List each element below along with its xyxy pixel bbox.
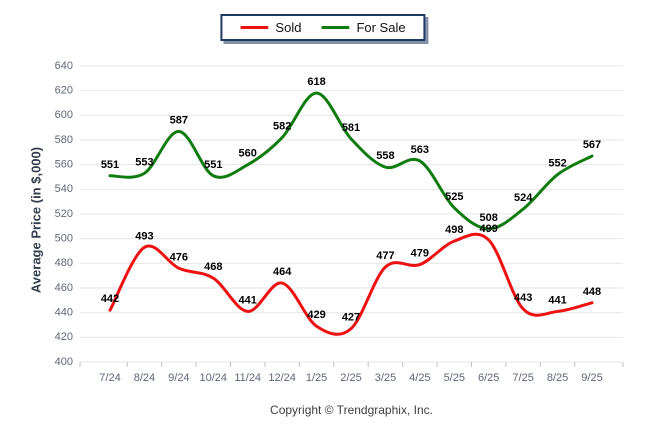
data-label: 464 (273, 266, 292, 278)
data-label: 443 (514, 292, 532, 304)
data-label: 499 (480, 223, 498, 235)
data-label: 581 (342, 122, 360, 134)
data-label: 551 (101, 159, 119, 171)
data-label: 553 (135, 156, 153, 168)
data-labels-sold: 442 493 476 468 441 464 429 427 477 479 498 499 443 4… (101, 223, 601, 324)
x-tick-label: 7/24 (99, 372, 120, 384)
data-label: 479 (411, 248, 429, 260)
legend-item-for-sale: For Sale (321, 20, 406, 35)
gridlines (80, 65, 623, 363)
data-label: 524 (514, 192, 533, 204)
legend-swatch-sold (240, 26, 269, 29)
y-tick-label: 520 (55, 208, 73, 220)
series-line-for-sale (108, 91, 594, 231)
x-tick-label: 12/24 (268, 372, 296, 384)
data-label: 441 (239, 294, 257, 306)
data-label: 508 (480, 212, 498, 224)
x-tick-label: 2/25 (340, 372, 361, 384)
legend-swatch-for-sale (321, 26, 350, 29)
data-labels-for-sale: 551 553 587 551 560 582 618 581 558 563 525 508 524 5… (101, 76, 601, 224)
x-tick-label: 10/24 (200, 372, 228, 384)
data-label: 477 (376, 250, 394, 262)
data-label: 558 (376, 150, 394, 162)
data-label: 429 (307, 309, 325, 321)
y-tick-label: 480 (55, 257, 73, 269)
data-label: 618 (307, 76, 325, 88)
y-tick-label: 540 (55, 183, 73, 195)
x-tick-label: 5/25 (444, 372, 465, 384)
x-tick-label: 8/24 (134, 372, 155, 384)
x-tick-label: 9/24 (168, 372, 189, 384)
data-label: 560 (239, 148, 257, 160)
x-tick-label: 11/24 (234, 372, 261, 384)
data-label: 441 (548, 294, 566, 306)
x-tick-label: 4/25 (409, 372, 430, 384)
x-axis-labels: 7/24 8/24 9/24 10/24 11/24 12/24 1/25 2/25 3/25 4… (99, 372, 602, 384)
y-tick-label: 400 (55, 356, 73, 368)
copyright-text: Copyright © Trendgraphix, Inc. (270, 403, 433, 417)
y-tick-label: 420 (55, 331, 73, 343)
data-label: 587 (170, 114, 188, 126)
y-tick-label: 640 (55, 60, 73, 72)
data-label: 552 (548, 158, 566, 170)
x-tick-label: 9/25 (581, 372, 602, 384)
y-axis-labels: 400 420 440 460 480 500 520 540 560 580 600 620 640 (55, 60, 73, 368)
y-tick-label: 600 (55, 109, 73, 121)
x-tick-label: 6/25 (478, 372, 499, 384)
data-label: 468 (204, 261, 222, 273)
x-tick-label: 8/25 (547, 372, 568, 384)
data-label: 567 (583, 139, 601, 151)
data-label: 427 (342, 312, 360, 324)
data-label: 551 (204, 159, 222, 171)
data-label: 442 (101, 293, 119, 305)
y-tick-label: 440 (55, 307, 73, 319)
data-label: 563 (411, 144, 429, 156)
y-axis-title: Average Price (in $,000) (28, 146, 44, 294)
y-tick-label: 460 (55, 282, 73, 294)
data-label: 476 (170, 251, 188, 263)
y-tick-label: 580 (55, 134, 73, 146)
x-tick-label: 1/25 (306, 372, 327, 384)
data-label: 582 (273, 121, 291, 133)
data-label: 498 (445, 224, 463, 236)
series-line-sold (108, 232, 594, 336)
data-label: 493 (135, 230, 153, 242)
x-tick-label: 7/25 (512, 372, 533, 384)
y-tick-label: 560 (55, 159, 73, 171)
legend-item-sold: Sold (240, 20, 301, 35)
legend-label-sold: Sold (275, 20, 302, 35)
data-label: 448 (583, 286, 601, 298)
data-label: 525 (445, 191, 463, 203)
legend-label-for-sale: For Sale (356, 20, 406, 35)
y-tick-label: 620 (55, 85, 73, 97)
y-tick-label: 500 (55, 233, 73, 245)
legend: Sold For Sale (220, 14, 426, 41)
axis-ticks (79, 362, 624, 367)
x-tick-label: 3/25 (375, 372, 396, 384)
